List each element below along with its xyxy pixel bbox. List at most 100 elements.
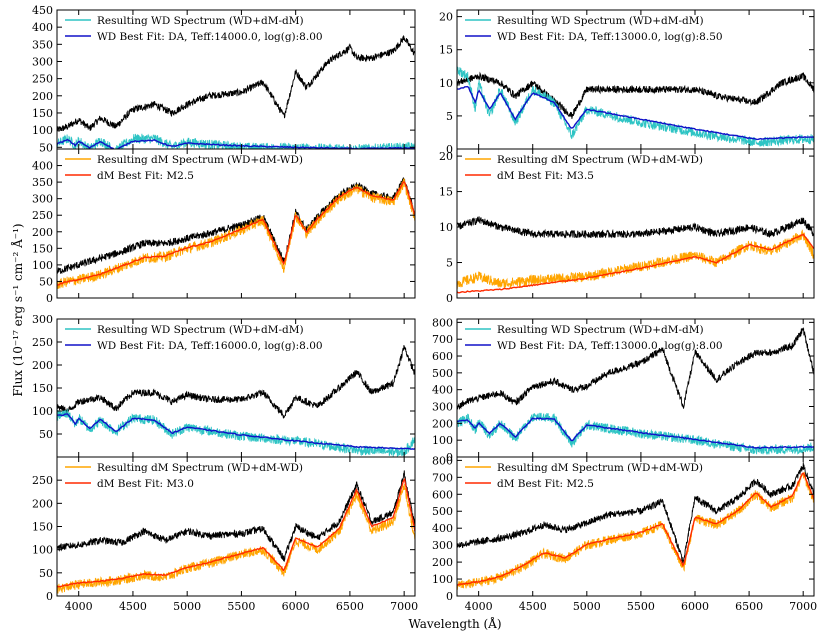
series-group [457, 462, 814, 590]
legend-entry: Resulting dM Spectrum (WD+dM-WD) [497, 462, 703, 474]
legend-entry: dM Best Fit: M3.0 [97, 478, 194, 490]
x-tick-label: 6500 [336, 600, 364, 613]
y-tick-label: 0 [446, 451, 453, 464]
fit_dm-series-line [457, 472, 814, 586]
y-tick-label: 10 [439, 77, 453, 90]
series-group [57, 177, 415, 289]
y-tick-label: 15 [439, 186, 453, 199]
y-tick-label: 100 [32, 259, 53, 272]
y-tick-label: 800 [432, 316, 453, 329]
y-tick-label: 450 [32, 4, 53, 17]
residual_wd-series-line [457, 66, 814, 147]
y-tick-label: 0 [446, 590, 453, 603]
y-tick-label: 150 [32, 107, 53, 120]
composite-series-line [457, 71, 814, 119]
legend-entry: dM Best Fit: M2.5 [97, 170, 194, 182]
panel-tl-top: 50 100 150 200 250 300 350 400 450 Resulting WD S… [32, 4, 416, 154]
legend-entry: WD Best Fit: DA, Teff:13000.0, log(g):8.… [497, 340, 723, 352]
x-tick-label: 4000 [65, 600, 93, 613]
y-tick-label: 200 [32, 359, 53, 372]
fit_wd-series-line [457, 85, 814, 141]
series-group [457, 66, 814, 147]
y-tick-label: 500 [432, 505, 453, 518]
series-group [457, 216, 814, 294]
y-tick-label: 0 [46, 292, 53, 305]
residual_wd-series-line [57, 409, 415, 457]
composite-series-line [57, 345, 415, 419]
legend-entry: Resulting WD Spectrum (WD+dM-dM) [97, 15, 304, 27]
y-tick-label: 600 [432, 488, 453, 501]
panel-br-bottom: 0 100 200 300 400 500 600 700 800 4000 4500 5000 550… [432, 454, 817, 613]
panel-bl-top: 50 100 150 200 250 300 Resulting WD Spectrum (… [32, 313, 416, 458]
x-tick-label: 5000 [573, 600, 601, 613]
y-tick-label: 600 [432, 350, 453, 363]
legend-entry: Resulting WD Spectrum (WD+dM-dM) [497, 324, 704, 336]
series-group [57, 345, 415, 457]
y-tick-label: 20 [439, 11, 453, 24]
y-tick-label: 0 [446, 292, 453, 305]
residual_dm-series-line [457, 471, 814, 590]
x-tick-label: 6000 [282, 600, 310, 613]
y-tick-label: 300 [432, 539, 453, 552]
y-tick-label: 350 [32, 176, 53, 189]
y-tick-label: 300 [32, 193, 53, 206]
y-tick-label: 300 [432, 401, 453, 414]
x-tick-label: 4500 [119, 600, 147, 613]
plot-frame [456, 148, 815, 299]
composite-series-line [57, 470, 415, 562]
legend-entry: dM Best Fit: M2.5 [497, 478, 594, 490]
plot-frame [56, 148, 416, 299]
y-tick-label: 150 [32, 521, 53, 534]
x-tick-label: 7000 [390, 600, 418, 613]
legend-entry: Resulting dM Spectrum (WD+dM-WD) [497, 154, 703, 166]
residual_dm-series-line [57, 483, 415, 594]
legend-entry: Resulting WD Spectrum (WD+dM-dM) [497, 15, 704, 27]
residual_wd-series-line [57, 133, 415, 149]
y-tick-label: 200 [432, 556, 453, 569]
legend-entry: Resulting dM Spectrum (WD+dM-WD) [97, 462, 303, 474]
y-tick-label: 250 [32, 336, 53, 349]
panel-tl-bottom: 0 50 100 150 200 250 300 350 400 Resulting dM Spe… [32, 148, 416, 305]
x-tick-label: 7000 [789, 600, 817, 613]
y-tick-label: 0 [446, 143, 453, 156]
y-tick-label: 50 [39, 428, 53, 441]
fit_wd-series-line [457, 417, 814, 449]
legend-entry: Resulting WD Spectrum (WD+dM-dM) [97, 324, 304, 336]
x-tick-label: 6000 [681, 600, 709, 613]
composite-series-line [457, 216, 814, 239]
y-tick-label: 5 [446, 110, 453, 123]
composite-series-line [57, 177, 415, 274]
y-tick-label: 10 [439, 221, 453, 234]
series-group [57, 470, 415, 594]
y-tick-label: 400 [32, 160, 53, 173]
residual_dm-series-line [457, 229, 814, 289]
legend-entry: WD Best Fit: DA, Teff:14000.0, log(g):8.… [97, 31, 323, 43]
y-tick-label: 800 [432, 454, 453, 467]
y-tick-label: 700 [432, 471, 453, 484]
y-tick-label: 50 [39, 141, 53, 154]
x-tick-label: 6500 [735, 600, 763, 613]
panel-tr-top: 0 5 10 15 20 Resulting WD Spectrum (WD+dM-dM)… [439, 9, 815, 156]
y-tick-label: 400 [432, 522, 453, 535]
legend-entry: dM Best Fit: M3.5 [497, 170, 594, 182]
y-tick-label: 100 [432, 434, 453, 447]
y-tick-label: 250 [32, 209, 53, 222]
series-group [57, 34, 415, 149]
legend-entry: Resulting dM Spectrum (WD+dM-WD) [97, 154, 303, 166]
residual_dm-series-line [57, 178, 415, 289]
y-tick-label: 350 [32, 38, 53, 51]
fit_dm-series-line [57, 181, 415, 286]
y-tick-label: 200 [32, 226, 53, 239]
fit_wd-series-line [57, 413, 415, 450]
y-tick-label: 15 [439, 44, 453, 57]
y-tick-label: 200 [432, 417, 453, 430]
legend-entry: WD Best Fit: DA, Teff:13000.0, log(g):8.… [497, 31, 723, 43]
y-tick-label: 100 [432, 573, 453, 586]
fit_dm-series-line [57, 477, 415, 588]
composite-series-line [457, 326, 814, 411]
series-group [457, 326, 814, 455]
y-tick-label: 250 [32, 73, 53, 86]
panel-bl-bottom: 0 50 100 150 200 250 4000 4500 5000 5500 6000 6500 7… [32, 456, 418, 613]
y-tick-label: 400 [32, 21, 53, 34]
